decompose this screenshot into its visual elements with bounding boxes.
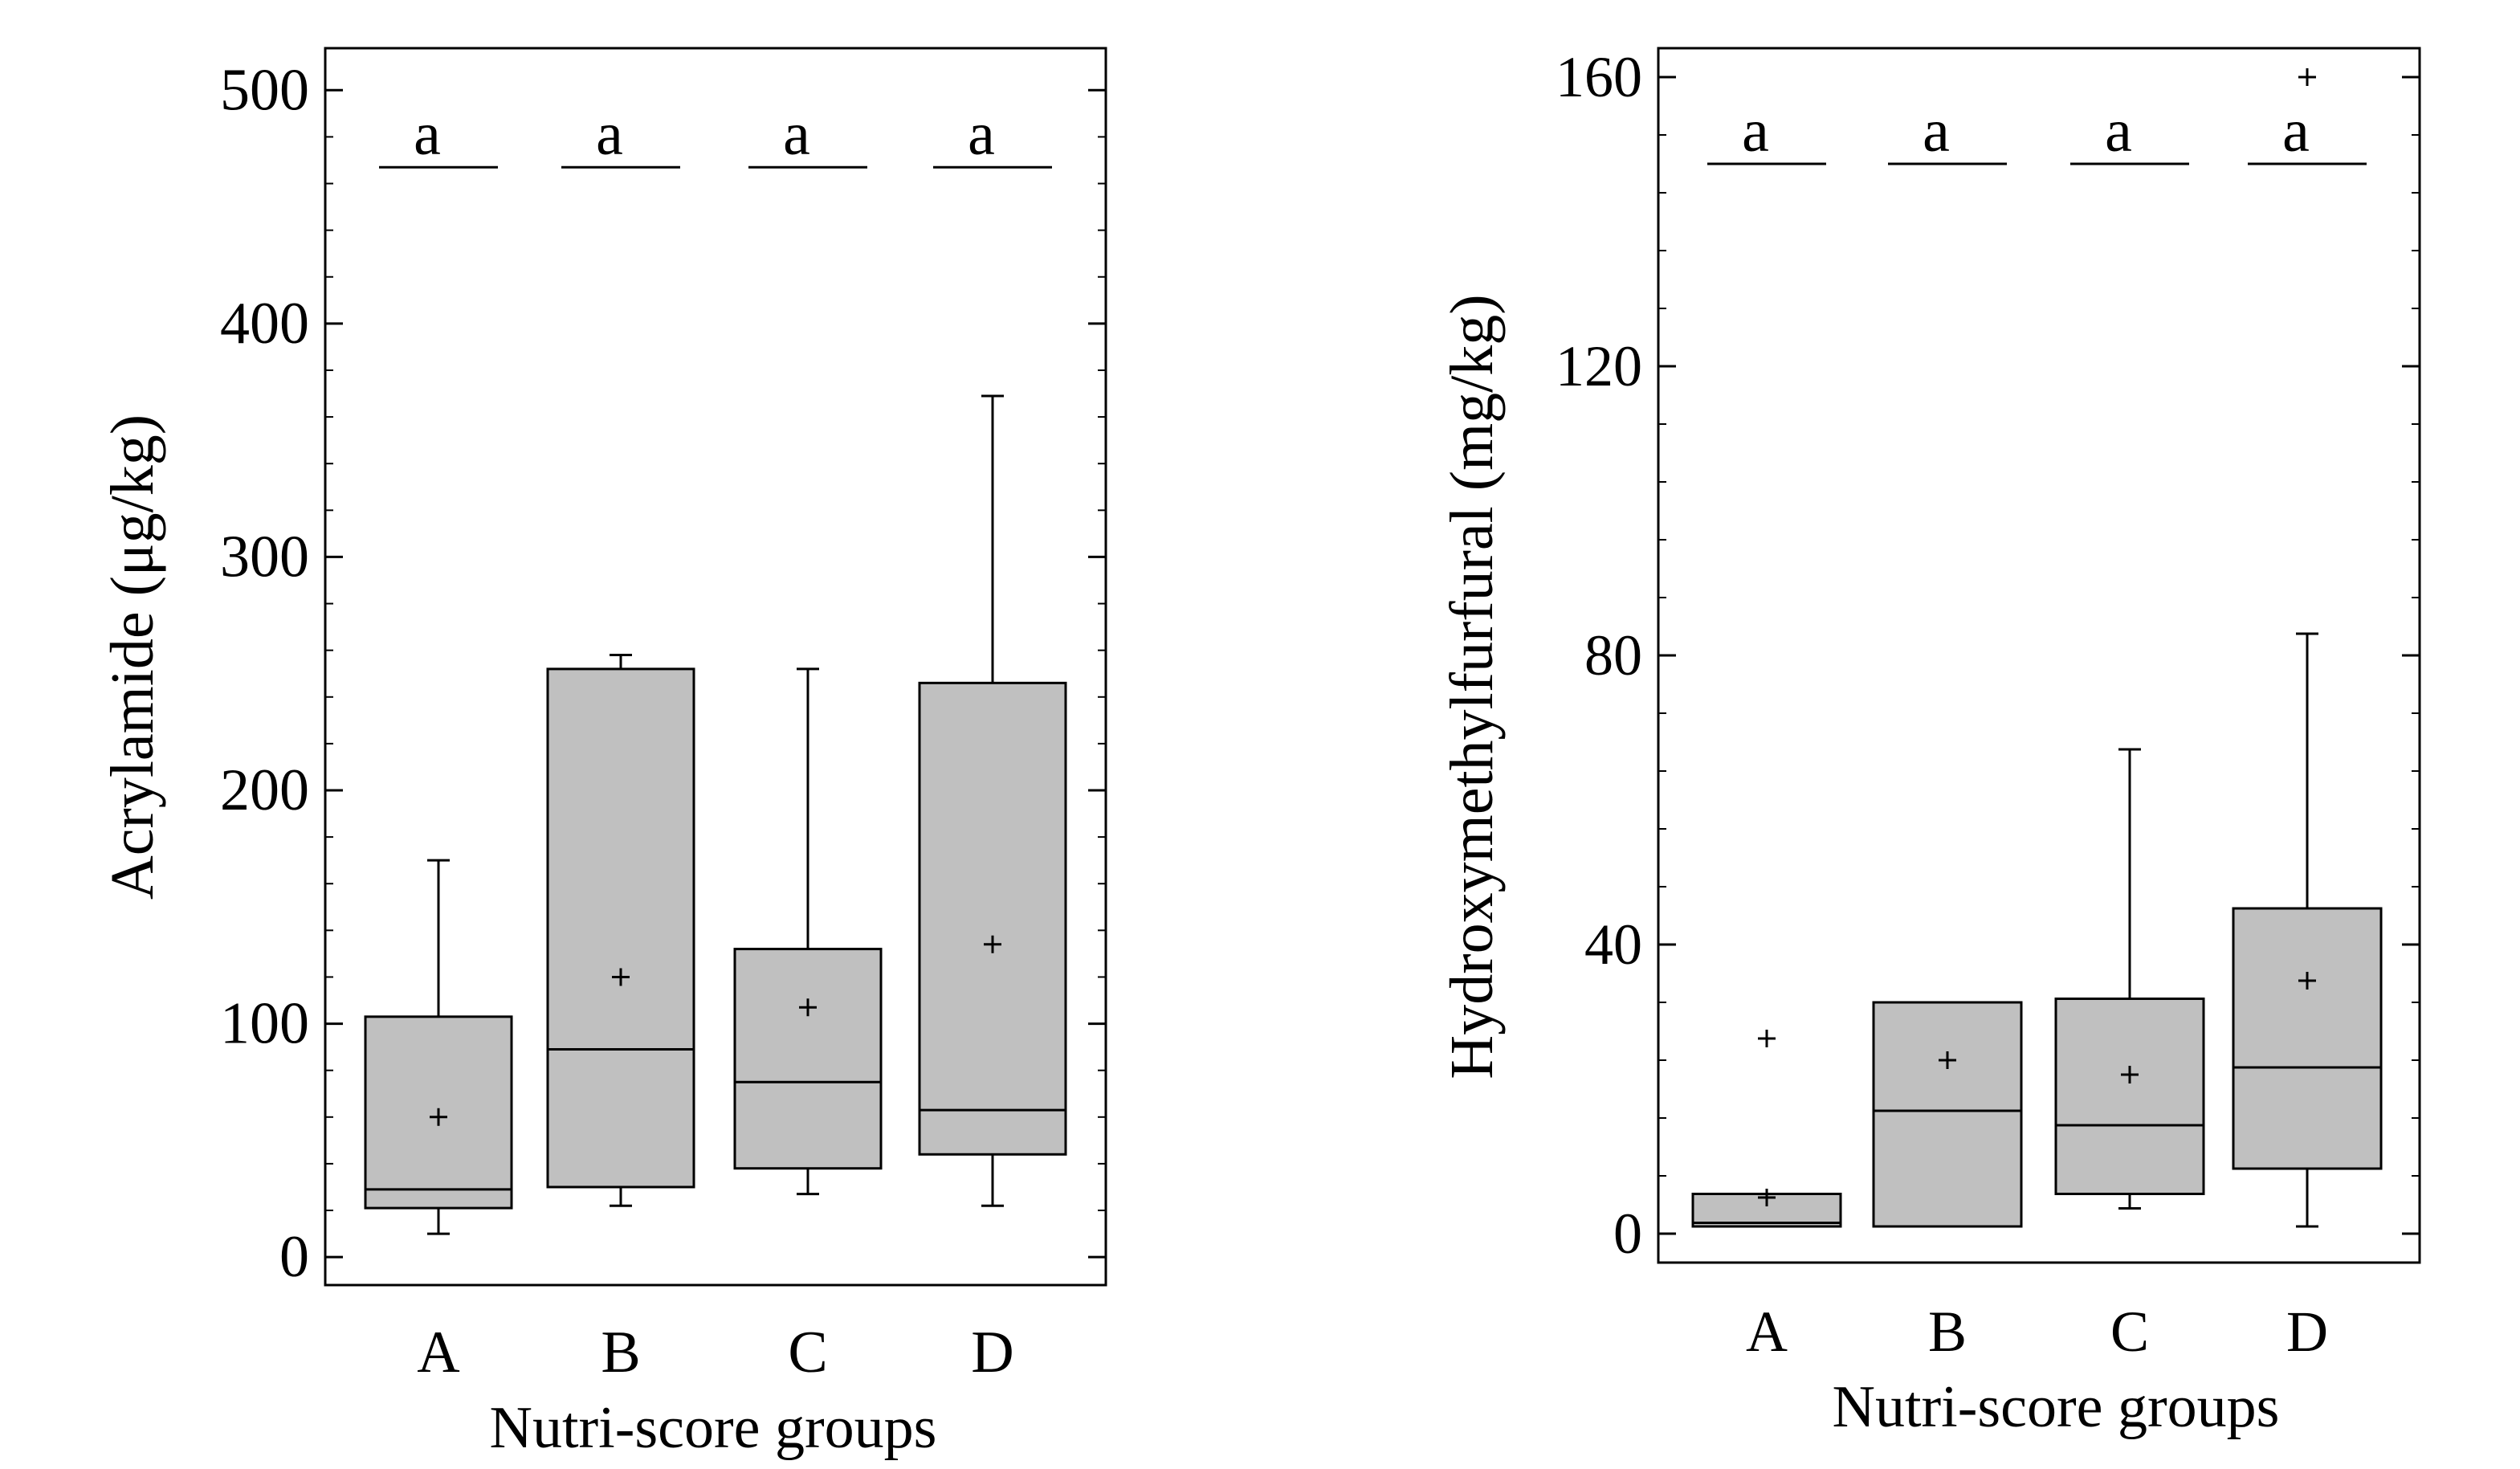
y-tick-label: 0: [1613, 1202, 1642, 1266]
x-tick-label: D: [2286, 1300, 2328, 1364]
acrylamide-boxplot-panel: Acrylamide (μg/kg) Nutri-score groups 0 1…: [99, 47, 1107, 1461]
y-tick-label: 120: [1556, 334, 1642, 398]
x-axis-title: Nutri-score groups: [490, 1395, 937, 1461]
y-tick-label: 0: [279, 1224, 309, 1290]
y-tick-label: 80: [1584, 623, 1642, 688]
x-tick-label: D: [971, 1320, 1013, 1385]
mean-marker: [2298, 972, 2316, 990]
outlier-marker: [2298, 68, 2316, 86]
y-axis-title: Hydroxymethylfurfural (mg/kg): [1438, 294, 1506, 1079]
y-tick-label: 160: [1556, 45, 1642, 109]
significance-letter: a: [783, 100, 810, 168]
x-axis-title: Nutri-score groups: [1833, 1374, 2280, 1440]
mean-marker: [2121, 1066, 2139, 1083]
mean-marker: [430, 1108, 447, 1126]
mean-marker: [1758, 1189, 1776, 1206]
x-tick-label: C: [788, 1320, 827, 1385]
mean-marker: [984, 935, 1001, 953]
mean-marker: [612, 968, 630, 986]
x-tick-label: A: [1746, 1300, 1788, 1364]
box-C: [2054, 998, 2205, 1195]
x-tick-label: B: [1928, 1300, 1967, 1364]
significance-letter: a: [1923, 97, 1950, 165]
y-tick-label: 200: [220, 757, 309, 823]
box-B: [1872, 1001, 2023, 1228]
significance-letter: a: [1742, 97, 1769, 165]
significance-letter: a: [2105, 97, 2132, 165]
y-tick-label: 300: [220, 524, 309, 590]
y-tick-label: 400: [220, 291, 309, 357]
mean-marker: [799, 998, 817, 1017]
outlier-marker: [1758, 1030, 1776, 1047]
significance-letter: a: [414, 100, 441, 168]
y-axis-title: Acrylamide (μg/kg): [99, 414, 166, 900]
x-tick-label: B: [601, 1320, 640, 1385]
x-tick-label: A: [417, 1320, 459, 1385]
box-C: [733, 948, 883, 1170]
box-D: [918, 681, 1067, 1156]
significance-letter: a: [2282, 97, 2310, 165]
y-tick-label: 40: [1584, 912, 1642, 977]
significance-letter: a: [596, 100, 623, 168]
hmf-boxplot-panel: Hydroxymethylfurfural (mg/kg) Nutri-scor…: [1438, 45, 2421, 1440]
y-tick-label: 500: [220, 57, 309, 123]
box-B: [546, 667, 695, 1189]
y-tick-label: 100: [220, 991, 309, 1057]
mean-marker: [1939, 1051, 1956, 1069]
box-D: [2232, 907, 2383, 1170]
significance-letter: a: [968, 100, 995, 168]
plot-frame: [324, 47, 1107, 1287]
x-tick-label: C: [2110, 1300, 2149, 1364]
